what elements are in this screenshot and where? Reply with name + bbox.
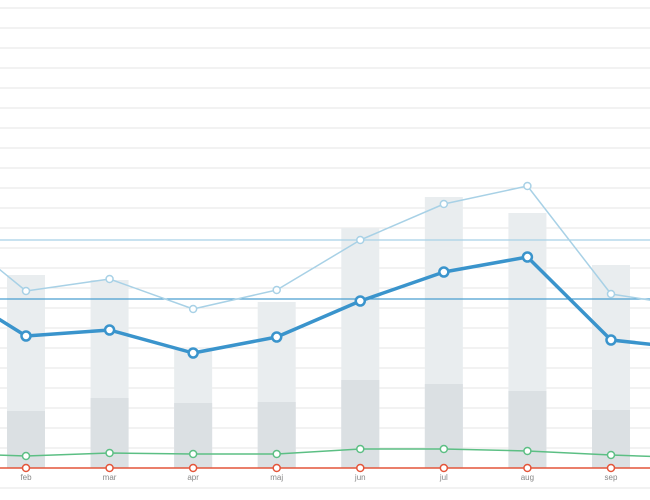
point [605,334,617,346]
point [272,463,281,473]
point [521,251,534,263]
point [606,463,616,473]
x-tick-label: sep [605,473,618,482]
point [523,463,532,473]
line [0,255,650,355]
point [356,463,365,473]
bar [591,410,630,468]
point [20,330,32,342]
bar [341,380,380,468]
point [606,289,616,299]
point [523,446,532,456]
bar [90,398,129,468]
point [105,274,114,284]
x-tick-label: apr [187,473,199,482]
point [270,331,283,343]
point [21,286,31,296]
point [272,285,281,295]
point [105,463,114,473]
point [272,449,281,459]
point [21,463,31,473]
line [0,448,650,458]
point [439,199,449,209]
x-tick-label: jun [354,473,366,482]
point [438,266,450,278]
point [187,347,199,359]
point [606,450,616,460]
point [105,448,114,458]
point [439,444,449,454]
point [354,295,367,307]
point [356,444,365,454]
bar [424,384,463,468]
x-tick-label: feb [20,473,32,482]
point [188,304,198,314]
point [439,463,449,473]
x-tick-label: mar [103,473,117,482]
x-tick-label: jul [439,473,448,482]
point [523,181,532,191]
x-tick-label: maj [270,473,283,482]
point [188,463,198,473]
point [188,449,198,459]
bar [508,391,547,468]
line [0,185,650,310]
x-tick-label: aug [521,473,534,482]
point [21,451,31,461]
point [103,324,116,336]
point [356,235,365,245]
